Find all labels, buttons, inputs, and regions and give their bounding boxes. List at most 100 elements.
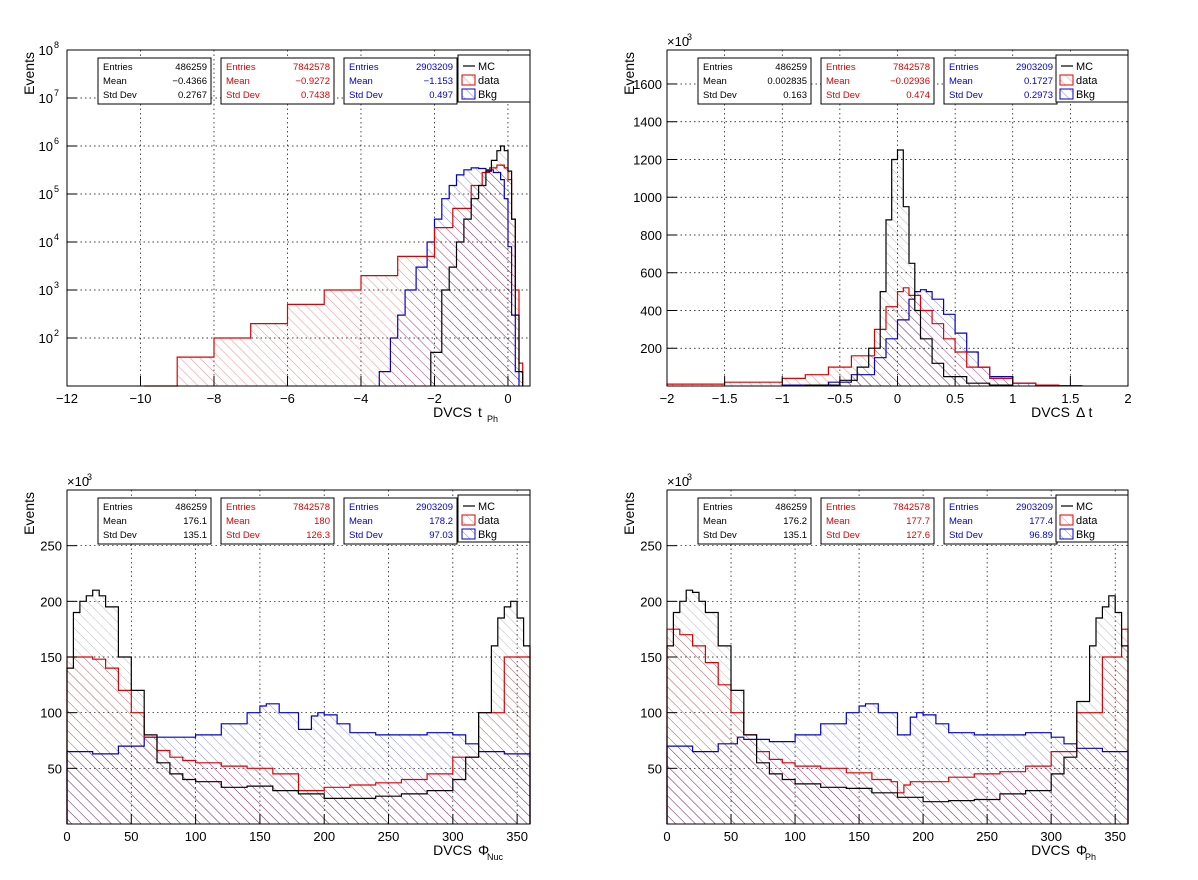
stats-mean-value: 178.2 (429, 516, 453, 527)
y-tick-label-0: 10 (39, 331, 53, 346)
x-tick-label-5: 250 (976, 829, 998, 844)
stats-box-bkg: Entries 2903209 Mean 178.2 Std Dev 97.03 (343, 497, 458, 545)
stats-entries-label: Entries (349, 62, 379, 73)
stats-mean-value: 177.4 (1029, 516, 1053, 527)
stats-std-label: Std Dev (103, 530, 137, 541)
x-tick-label-0: 0 (663, 829, 670, 844)
stats-std-label: Std Dev (826, 90, 860, 101)
stats-entries-value: 486259 (175, 62, 207, 73)
legend-swatch-data (1059, 74, 1074, 86)
stats-mean-label: Mean (226, 76, 250, 87)
stats-std-label: Std Dev (103, 90, 137, 101)
stats-box-data: Entries 7842578 Mean −0.02936 Std Dev 0.474 (820, 57, 935, 105)
legend-entry-data: data (1076, 75, 1098, 87)
x-axis-label: DVCS (433, 404, 472, 420)
x-tick-label-1: −10 (129, 391, 151, 406)
stats-mean-value: −0.9272 (295, 76, 330, 87)
stats-box-mc: Entries 486259 Mean 0.002835 Std Dev 0.163 (697, 57, 812, 105)
x-axis-subscript: Nuc (487, 852, 504, 862)
series-mc-line (666, 589, 1129, 824)
series-data-fill (144, 165, 523, 386)
legend-entry-mc: MC (478, 501, 495, 513)
x-tick-label-3: −0.5 (827, 391, 853, 406)
y-tick-label-0: 50 (48, 761, 62, 776)
y-tick-label-1: 100 (40, 706, 62, 721)
stats-std-label: Std Dev (226, 90, 260, 101)
y-tick-label-5: 1200 (633, 152, 662, 167)
stats-mean-value: −0.4366 (172, 76, 207, 87)
y-tick-label-4: 250 (40, 539, 62, 554)
stats-std-value: 0.497 (429, 90, 453, 101)
x-tick-label-4: 200 (313, 829, 335, 844)
series-mc-line (430, 145, 524, 386)
x-tick-label-6: 0 (504, 391, 511, 406)
legend-entry-mc: MC (1076, 501, 1093, 513)
panel-3: 0 50 100 150 200 250 300 350 50 100 150 200 250 ×103 E… (21, 472, 531, 862)
stats-mean-value: 176.2 (783, 516, 807, 527)
stats-box-mc: Entries 486259 Mean 176.1 Std Dev 135.1 (97, 497, 212, 545)
x-tick-label-4: 0 (894, 391, 901, 406)
legend-entry-bkg: Bkg (1076, 89, 1095, 101)
panel-2: −2 −1.5 −1 −0.5 0 0.5 1 1.5 2 200 400 600 800 1000 120… (621, 32, 1132, 420)
legend-entry-mc: MC (478, 61, 495, 73)
stats-mean-label: Mean (949, 76, 973, 87)
stats-entries-value: 7842578 (293, 62, 330, 73)
x-tick-label-7: 1.5 (1061, 391, 1079, 406)
stats-mean-label: Mean (226, 516, 250, 527)
stats-std-label: Std Dev (226, 530, 260, 541)
x-tick-label-3: −6 (280, 391, 295, 406)
axis-multiplier-exp: 3 (687, 472, 692, 482)
stats-std-label: Std Dev (949, 530, 983, 541)
stats-mean-value: 0.002835 (767, 76, 807, 87)
stats-mean-label: Mean (949, 516, 973, 527)
y-tick-label-2: 150 (640, 650, 662, 665)
x-axis-symbol: Φ (1076, 842, 1087, 858)
stats-box-bkg: Entries 2903209 Mean 177.4 Std Dev 96.89 (943, 497, 1058, 545)
y-tick-label-2: 10 (39, 235, 53, 250)
stats-entries-label: Entries (226, 502, 256, 513)
stats-box-frame (97, 57, 212, 105)
stats-entries-label: Entries (703, 62, 733, 73)
axis-multiplier: ×10 (667, 474, 689, 489)
y-tick-label-1: 400 (640, 303, 662, 318)
y-tick-label-4: 1000 (633, 190, 662, 205)
stats-entries-label: Entries (826, 62, 856, 73)
stats-mean-label: Mean (703, 76, 727, 87)
plot-frame (66, 49, 531, 387)
stats-entries-value: 7842578 (293, 502, 330, 513)
stats-std-label: Std Dev (826, 530, 860, 541)
legend: MC data Bkg (457, 494, 531, 543)
stats-box-frame (220, 57, 335, 105)
x-tick-label-0: −2 (660, 391, 675, 406)
y-tick-label-7: 1600 (633, 77, 662, 92)
stats-std-value: 0.2973 (1024, 90, 1053, 101)
x-tick-label-6: 300 (1040, 829, 1062, 844)
y-tick-exp-6: 8 (54, 40, 59, 50)
x-tick-label-8: 2 (1124, 391, 1131, 406)
stats-box-mc: Entries 486259 Mean −0.4366 Std Dev 0.2767 (97, 57, 212, 105)
y-tick-label-1: 100 (640, 706, 662, 721)
stats-mean-label: Mean (349, 76, 373, 87)
series-mc-fill (805, 150, 1013, 386)
stats-entries-label: Entries (826, 502, 856, 513)
stats-entries-label: Entries (703, 502, 733, 513)
x-tick-label-1: 50 (124, 829, 138, 844)
stats-mean-label: Mean (103, 516, 127, 527)
y-tick-exp-0: 2 (54, 328, 59, 338)
stats-box-data: Entries 7842578 Mean −0.9272 Std Dev 0.7438 (220, 57, 335, 105)
x-axis-label: DVCS (1031, 404, 1070, 420)
stats-mean-label: Mean (826, 76, 850, 87)
legend-entry-data: data (1076, 515, 1098, 527)
legend: MC data Bkg (1055, 54, 1129, 103)
stats-box-bkg: Entries 2903209 Mean 0.1727 Std Dev 0.2973 (943, 57, 1058, 105)
stats-box-data: Entries 7842578 Mean 180 Std Dev 126.3 (220, 497, 335, 545)
stats-std-value: 135.1 (183, 530, 207, 541)
legend-entry-bkg: Bkg (478, 89, 497, 101)
x-tick-label-4: −4 (354, 391, 369, 406)
x-tick-label-7: 350 (506, 829, 528, 844)
stats-box-frame (343, 57, 458, 105)
x-axis-symbol: t (478, 404, 482, 420)
x-tick-label-7: 350 (1104, 829, 1126, 844)
legend-swatch-data (461, 74, 476, 86)
